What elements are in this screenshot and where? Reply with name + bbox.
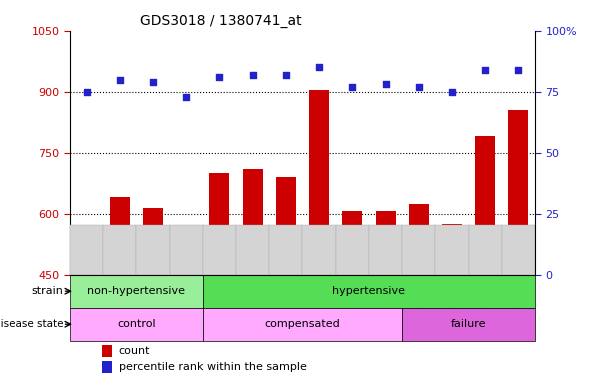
Bar [203,308,402,341]
Point [381,81,390,88]
Bar [236,225,269,275]
Bar [502,225,535,275]
Point [281,71,291,78]
Text: count: count [119,346,150,356]
Bar [276,177,296,384]
Text: disease state: disease state [0,319,63,329]
Text: failure: failure [451,319,486,329]
Bar [475,136,495,384]
Bar [309,90,329,384]
Point [81,89,91,95]
Bar [103,345,112,357]
Point [181,94,191,100]
Point [115,76,125,83]
Point [480,67,490,73]
Point [514,67,523,73]
Bar [508,110,528,384]
Bar [70,275,203,308]
Text: non-hypertensive: non-hypertensive [88,286,185,296]
Point [447,89,457,95]
Bar [442,224,462,384]
Text: control: control [117,319,156,329]
Point [248,71,258,78]
Bar [402,225,435,275]
Bar [336,225,369,275]
Bar [409,204,429,384]
Point [347,84,357,90]
Bar [203,275,535,308]
Bar [435,225,469,275]
Bar [70,225,103,275]
Bar [136,225,170,275]
Bar [402,308,535,341]
Bar [243,169,263,384]
Bar [110,197,130,384]
Text: compensated: compensated [264,319,340,329]
Bar [170,225,203,275]
Bar [369,225,402,275]
Bar [203,225,236,275]
Point [148,79,158,85]
Bar [302,225,336,275]
Bar [103,225,136,275]
Point [414,84,424,90]
Bar [342,211,362,384]
Bar [103,361,112,373]
Point [215,74,224,80]
Bar [77,236,97,384]
Bar [209,173,229,384]
Text: percentile rank within the sample: percentile rank within the sample [119,362,306,372]
Text: strain: strain [32,286,63,296]
Text: hypertensive: hypertensive [333,286,406,296]
Point [314,64,324,70]
Bar [469,225,502,275]
Text: GDS3018 / 1380741_at: GDS3018 / 1380741_at [140,14,302,28]
Bar [376,211,395,384]
Bar [70,308,203,341]
Bar [176,260,196,384]
Bar [143,208,163,384]
Bar [269,225,302,275]
